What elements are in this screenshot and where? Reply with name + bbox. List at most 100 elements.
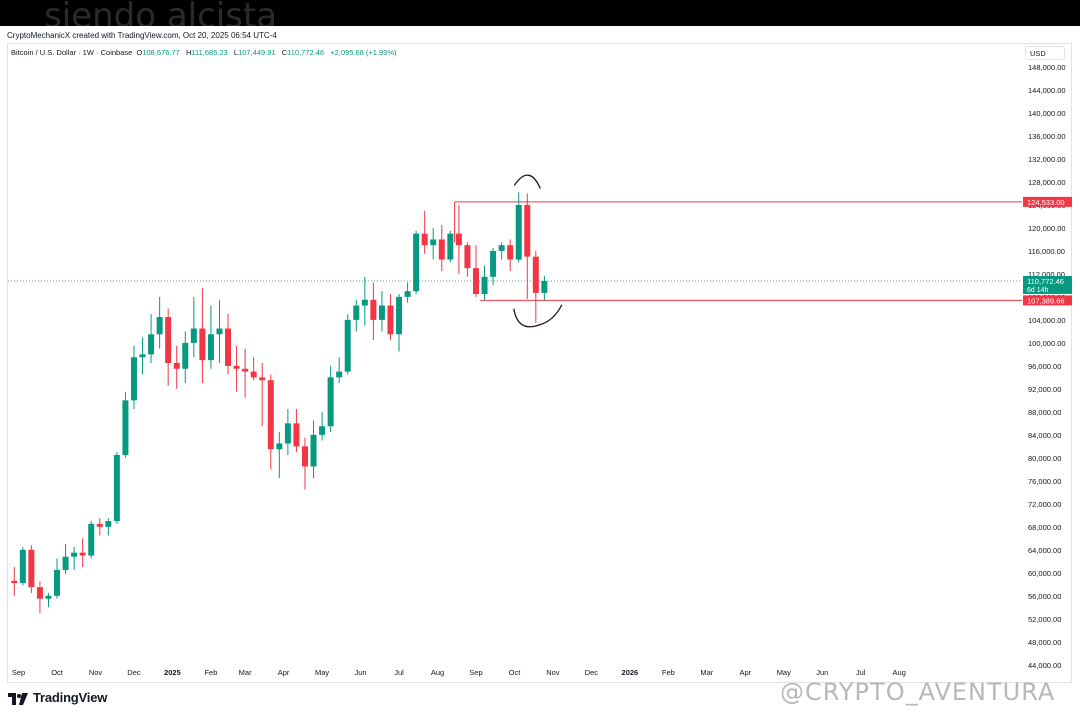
symbol-label[interactable]: Bitcoin / U.S. Dollar · 1W · Coinbase bbox=[11, 48, 133, 57]
candle-body bbox=[447, 233, 454, 260]
y-tick-label: 48,000.00 bbox=[1028, 638, 1061, 647]
x-tick-label: Sep bbox=[12, 668, 25, 677]
candle-body bbox=[498, 245, 505, 251]
candle-body bbox=[387, 305, 394, 335]
drawn-bottom-arc bbox=[513, 304, 563, 328]
candle-body bbox=[404, 291, 411, 297]
candle-body bbox=[310, 434, 317, 467]
x-tick-label: Aug bbox=[893, 668, 906, 677]
y-tick-label: 140,000.00 bbox=[1028, 109, 1066, 118]
y-tick-label: 96,000.00 bbox=[1028, 362, 1061, 371]
candle-body bbox=[396, 296, 403, 335]
brand-name: TradingView bbox=[33, 690, 108, 705]
candle-body bbox=[336, 371, 343, 378]
drawn-top-arc bbox=[513, 174, 541, 189]
candle-body bbox=[353, 305, 360, 320]
candle-body bbox=[284, 423, 291, 444]
x-tick-label: May bbox=[777, 668, 791, 677]
x-tick-label: May bbox=[315, 668, 329, 677]
candle-body bbox=[122, 400, 129, 455]
x-tick-label: Jun bbox=[816, 668, 828, 677]
watermark-text-bottom: @CRYPTO_AVENTURA bbox=[780, 678, 1056, 706]
open-label: O bbox=[136, 48, 143, 57]
candle-body bbox=[515, 204, 522, 260]
candle-body bbox=[464, 245, 471, 269]
candle-body bbox=[79, 552, 86, 556]
x-tick-label: Oct bbox=[51, 668, 64, 677]
x-tick-label: Apr bbox=[278, 668, 290, 677]
last-price-tag-text: 110,772.46 bbox=[1027, 277, 1064, 286]
y-tick-label: 88,000.00 bbox=[1028, 408, 1061, 417]
candle-body bbox=[130, 357, 137, 401]
low-value: 107,449.91 bbox=[238, 48, 276, 57]
x-tick-label: Dec bbox=[127, 668, 141, 677]
support-price-tag-text: 107,389.66 bbox=[1027, 296, 1065, 305]
x-tick-label: Jul bbox=[394, 668, 404, 677]
candle-body bbox=[11, 580, 18, 584]
high-label: H bbox=[185, 48, 192, 57]
close-value: 110,772.46 bbox=[287, 48, 325, 57]
chart-credit: CryptoMechanicX created with TradingView… bbox=[7, 31, 277, 40]
candle-body bbox=[507, 245, 514, 260]
candle-body bbox=[62, 556, 69, 570]
x-tick-label: Jun bbox=[355, 668, 367, 677]
y-tick-label: 136,000.00 bbox=[1028, 132, 1066, 141]
candle-body bbox=[88, 523, 95, 556]
candle-body bbox=[139, 354, 146, 358]
y-tick-label: 56,000.00 bbox=[1028, 592, 1061, 601]
y-tick-label: 132,000.00 bbox=[1028, 155, 1066, 164]
candle-body bbox=[455, 233, 462, 246]
candle-body bbox=[378, 305, 385, 320]
candle-body bbox=[71, 552, 78, 557]
close-label: C bbox=[281, 48, 288, 57]
candle-body bbox=[19, 549, 26, 584]
candle-body bbox=[430, 239, 437, 246]
candle-body bbox=[413, 233, 420, 292]
candle-body bbox=[233, 365, 240, 369]
y-tick-label: 76,000.00 bbox=[1028, 477, 1061, 486]
y-tick-label: 104,000.00 bbox=[1028, 316, 1066, 325]
y-tick-label: 44,000.00 bbox=[1028, 661, 1061, 670]
x-tick-label: Aug bbox=[431, 668, 444, 677]
tradingview-logo[interactable]: TradingView bbox=[8, 690, 107, 705]
candle-body bbox=[113, 454, 120, 522]
candle-body bbox=[438, 239, 445, 260]
x-tick-label: Feb bbox=[662, 668, 675, 677]
candle-body bbox=[36, 587, 43, 599]
candle-body bbox=[370, 299, 377, 320]
candle-body bbox=[148, 334, 155, 355]
chart-pane[interactable] bbox=[7, 43, 1072, 683]
candle-body bbox=[490, 250, 497, 277]
candle-body bbox=[541, 280, 548, 293]
currency-selector[interactable]: USD bbox=[1025, 46, 1065, 60]
y-tick-label: 120,000.00 bbox=[1028, 224, 1066, 233]
candle-body bbox=[319, 426, 326, 435]
ohlc-legend: Bitcoin / U.S. Dollar · 1W · Coinbase O1… bbox=[11, 48, 401, 57]
x-tick-label: Dec bbox=[585, 668, 599, 677]
y-tick-label: 116,000.00 bbox=[1028, 247, 1065, 256]
y-tick-label: 144,000.00 bbox=[1028, 86, 1066, 95]
bar-countdown-text: 6d 14h bbox=[1027, 287, 1049, 294]
candle-body bbox=[225, 328, 232, 366]
candle-body bbox=[276, 443, 283, 450]
candle-body bbox=[242, 368, 249, 372]
candle-body bbox=[267, 380, 274, 450]
x-tick-label: Jul bbox=[856, 668, 866, 677]
y-tick-label: 60,000.00 bbox=[1028, 569, 1061, 578]
x-tick-label: Feb bbox=[204, 668, 217, 677]
candle-body bbox=[250, 371, 257, 378]
last-price-tag-bg bbox=[1023, 275, 1072, 294]
candle-body bbox=[96, 523, 103, 527]
candle-body bbox=[524, 204, 531, 257]
high-value: 111,685.23 bbox=[191, 48, 228, 57]
y-tick-label: 128,000.00 bbox=[1028, 178, 1066, 187]
candle-body bbox=[532, 256, 539, 293]
candle-body bbox=[301, 446, 308, 467]
candle-body bbox=[344, 319, 351, 372]
candle-body bbox=[54, 569, 61, 596]
candle-body bbox=[190, 328, 197, 343]
candle-body bbox=[182, 342, 189, 369]
open-value: 108,676.77 bbox=[142, 48, 180, 57]
x-tick-label: 2026 bbox=[622, 668, 639, 677]
